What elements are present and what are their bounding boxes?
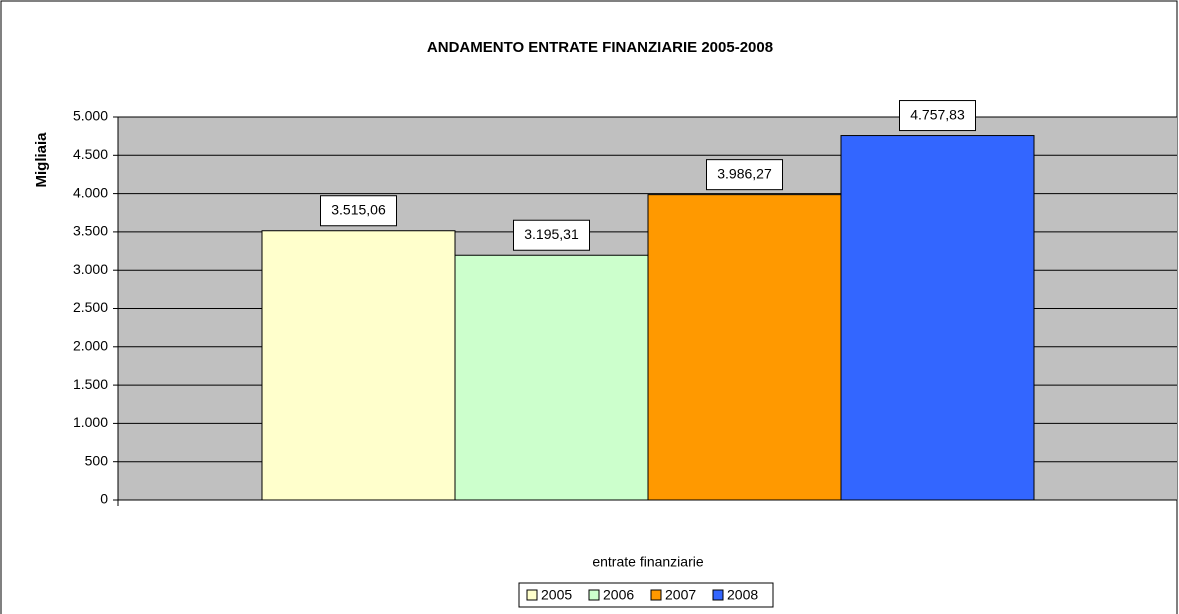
bar <box>840 135 1035 501</box>
data-label-box <box>706 159 783 191</box>
data-label-box <box>320 195 397 227</box>
bar <box>454 254 649 501</box>
y-tick-label: 4.000 <box>73 184 108 200</box>
y-tick-label: 1.000 <box>73 414 108 430</box>
bar <box>647 194 842 501</box>
chart-title: ANDAMENTO ENTRATE FINANZIARIE 2005-2008 <box>427 39 773 56</box>
data-label-box <box>513 219 590 251</box>
y-tick-label: 1.500 <box>73 376 108 392</box>
y-tick-label: 2.500 <box>73 299 108 315</box>
y-tick-label: 2.000 <box>73 338 108 354</box>
bar <box>261 230 456 501</box>
legend-swatch <box>650 589 662 601</box>
data-label: 3.515,06 <box>331 201 386 217</box>
data-label: 4.757,83 <box>910 106 965 122</box>
y-axis-label: Migliaia <box>33 132 50 188</box>
data-label-box <box>899 100 976 132</box>
legend-swatch <box>526 589 538 601</box>
y-tick-label: 500 <box>85 452 109 468</box>
y-tick-label: 3.500 <box>73 223 108 239</box>
legend-label: 2008 <box>727 587 758 603</box>
y-tick-label: 0 <box>100 491 108 507</box>
y-tick-label: 4.500 <box>73 146 108 162</box>
legend-label: 2007 <box>665 587 696 603</box>
legend-swatch <box>712 589 724 601</box>
legend-label: 2005 <box>541 587 572 603</box>
legend-swatch <box>588 589 600 601</box>
data-label: 3.195,31 <box>524 226 579 242</box>
legend-label: 2006 <box>603 587 634 603</box>
y-tick-label: 5.000 <box>73 108 108 124</box>
data-label: 3.986,27 <box>717 165 772 181</box>
x-axis-label: entrate finanziarie <box>592 554 704 570</box>
y-tick-label: 3.000 <box>73 261 108 277</box>
legend-box <box>518 582 774 608</box>
